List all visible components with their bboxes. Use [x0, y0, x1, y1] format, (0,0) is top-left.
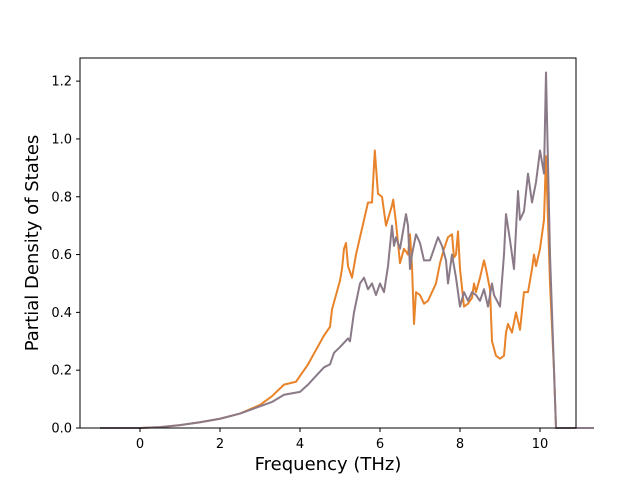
- x-tick-label: 10: [532, 437, 549, 452]
- x-tick-label: 4: [296, 437, 304, 452]
- series-layer: [100, 71, 594, 429]
- y-axis-title: Partial Density of States: [22, 135, 43, 352]
- series-line-1: [100, 149, 572, 429]
- x-tick-label: 6: [376, 437, 384, 452]
- x-tick-label: 8: [456, 437, 464, 452]
- y-tick-label: 0.8: [51, 190, 72, 205]
- y-tick-label: 0.6: [51, 248, 72, 263]
- y-tick-label: 1.0: [51, 132, 72, 147]
- plot-area: [80, 58, 576, 428]
- x-axis-title: Frequency (THz): [255, 454, 402, 475]
- series-line-2: [100, 71, 594, 429]
- y-tick-label: 1.2: [51, 75, 72, 90]
- plot-frame: [79, 57, 577, 429]
- x-tick-label: 0: [136, 437, 144, 452]
- x-tick-label: 2: [216, 437, 224, 452]
- axes-layer: 0 2 4 6 8 10 0.0 0.2 0.4 0.6 0.8 1.0 1.2: [51, 57, 577, 452]
- y-tick-label: 0.2: [51, 364, 72, 379]
- y-tick-label: 0.4: [51, 306, 72, 321]
- y-tick-label: 0.0: [51, 422, 72, 437]
